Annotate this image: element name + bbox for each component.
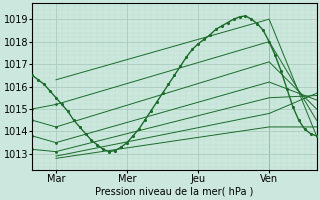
X-axis label: Pression niveau de la mer( hPa ): Pression niveau de la mer( hPa ) — [95, 187, 253, 197]
